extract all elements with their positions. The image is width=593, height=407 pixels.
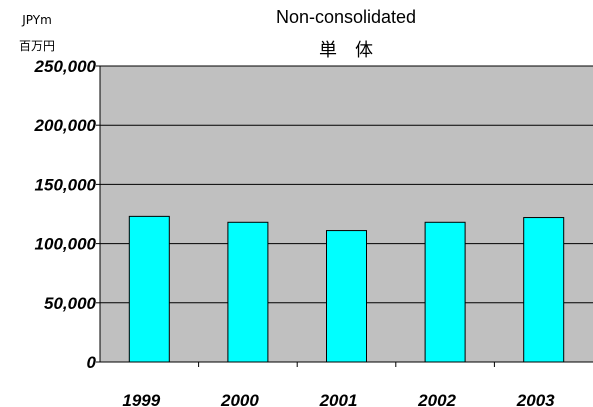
y-tick-label: 50,000 xyxy=(44,294,97,313)
bar-1999 xyxy=(128,215,170,363)
x-tick-label-2002: 2002 xyxy=(417,391,456,407)
bar-2000 xyxy=(227,221,269,363)
unit-label-line-2: 百万円 xyxy=(19,39,55,53)
y-tick-label: 250,000 xyxy=(34,57,97,76)
x-tick-label-2000: 2000 xyxy=(220,391,259,407)
y-tick-label: 100,000 xyxy=(35,235,97,254)
x-tick-label-2003: 2003 xyxy=(516,391,555,407)
unit-label-line-1: JPYm xyxy=(21,13,52,27)
x-tick-label-1999: 1999 xyxy=(122,391,160,407)
chart-subtitle: 単 体 xyxy=(319,40,373,60)
chart-title: Non-consolidated xyxy=(276,7,416,27)
bar-2002 xyxy=(424,221,466,363)
bar-2003 xyxy=(523,217,565,363)
y-tick-label: 150,000 xyxy=(35,175,97,194)
y-tick-label: 0 xyxy=(87,353,97,372)
plot-area: 0 50,000 100,000 150,000 200,000 250,000 1999 2… xyxy=(34,57,593,407)
y-tick-label: 200,000 xyxy=(34,116,97,135)
x-tick-label-2001: 2001 xyxy=(319,391,358,407)
bar-2001 xyxy=(326,230,367,363)
